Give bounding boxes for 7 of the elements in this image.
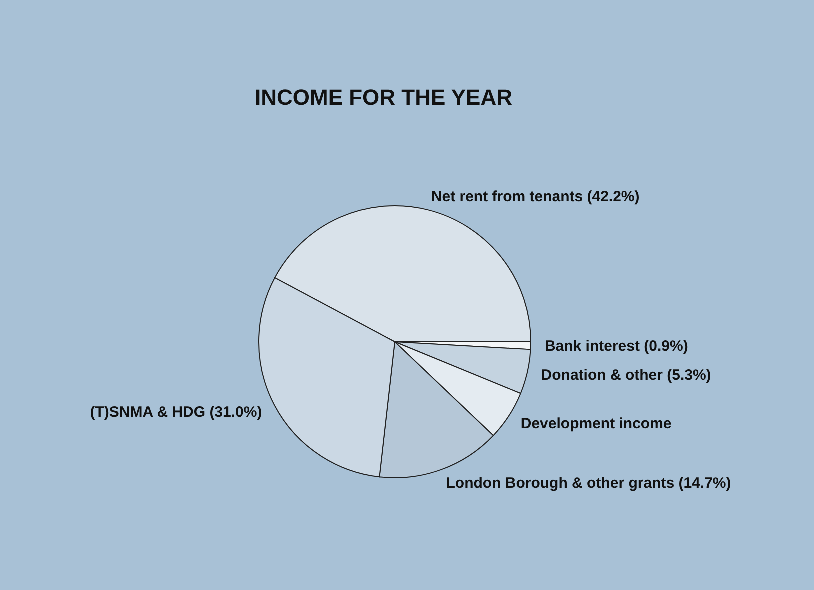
slice-label: Net rent from tenants (42.2%) — [431, 188, 640, 206]
slice-label: Bank interest (0.9%) — [544, 338, 688, 356]
chart-title: INCOME FOR THE YEAR — [255, 85, 513, 110]
slice-label: Donation & other (5.3%) — [541, 367, 712, 384]
slice-label: Development income — [520, 416, 672, 433]
slice-label: (T)SNMA & HDG (31.0%) — [90, 404, 262, 421]
slice-label: London Borough & other grants (14.7%) — [446, 474, 732, 492]
